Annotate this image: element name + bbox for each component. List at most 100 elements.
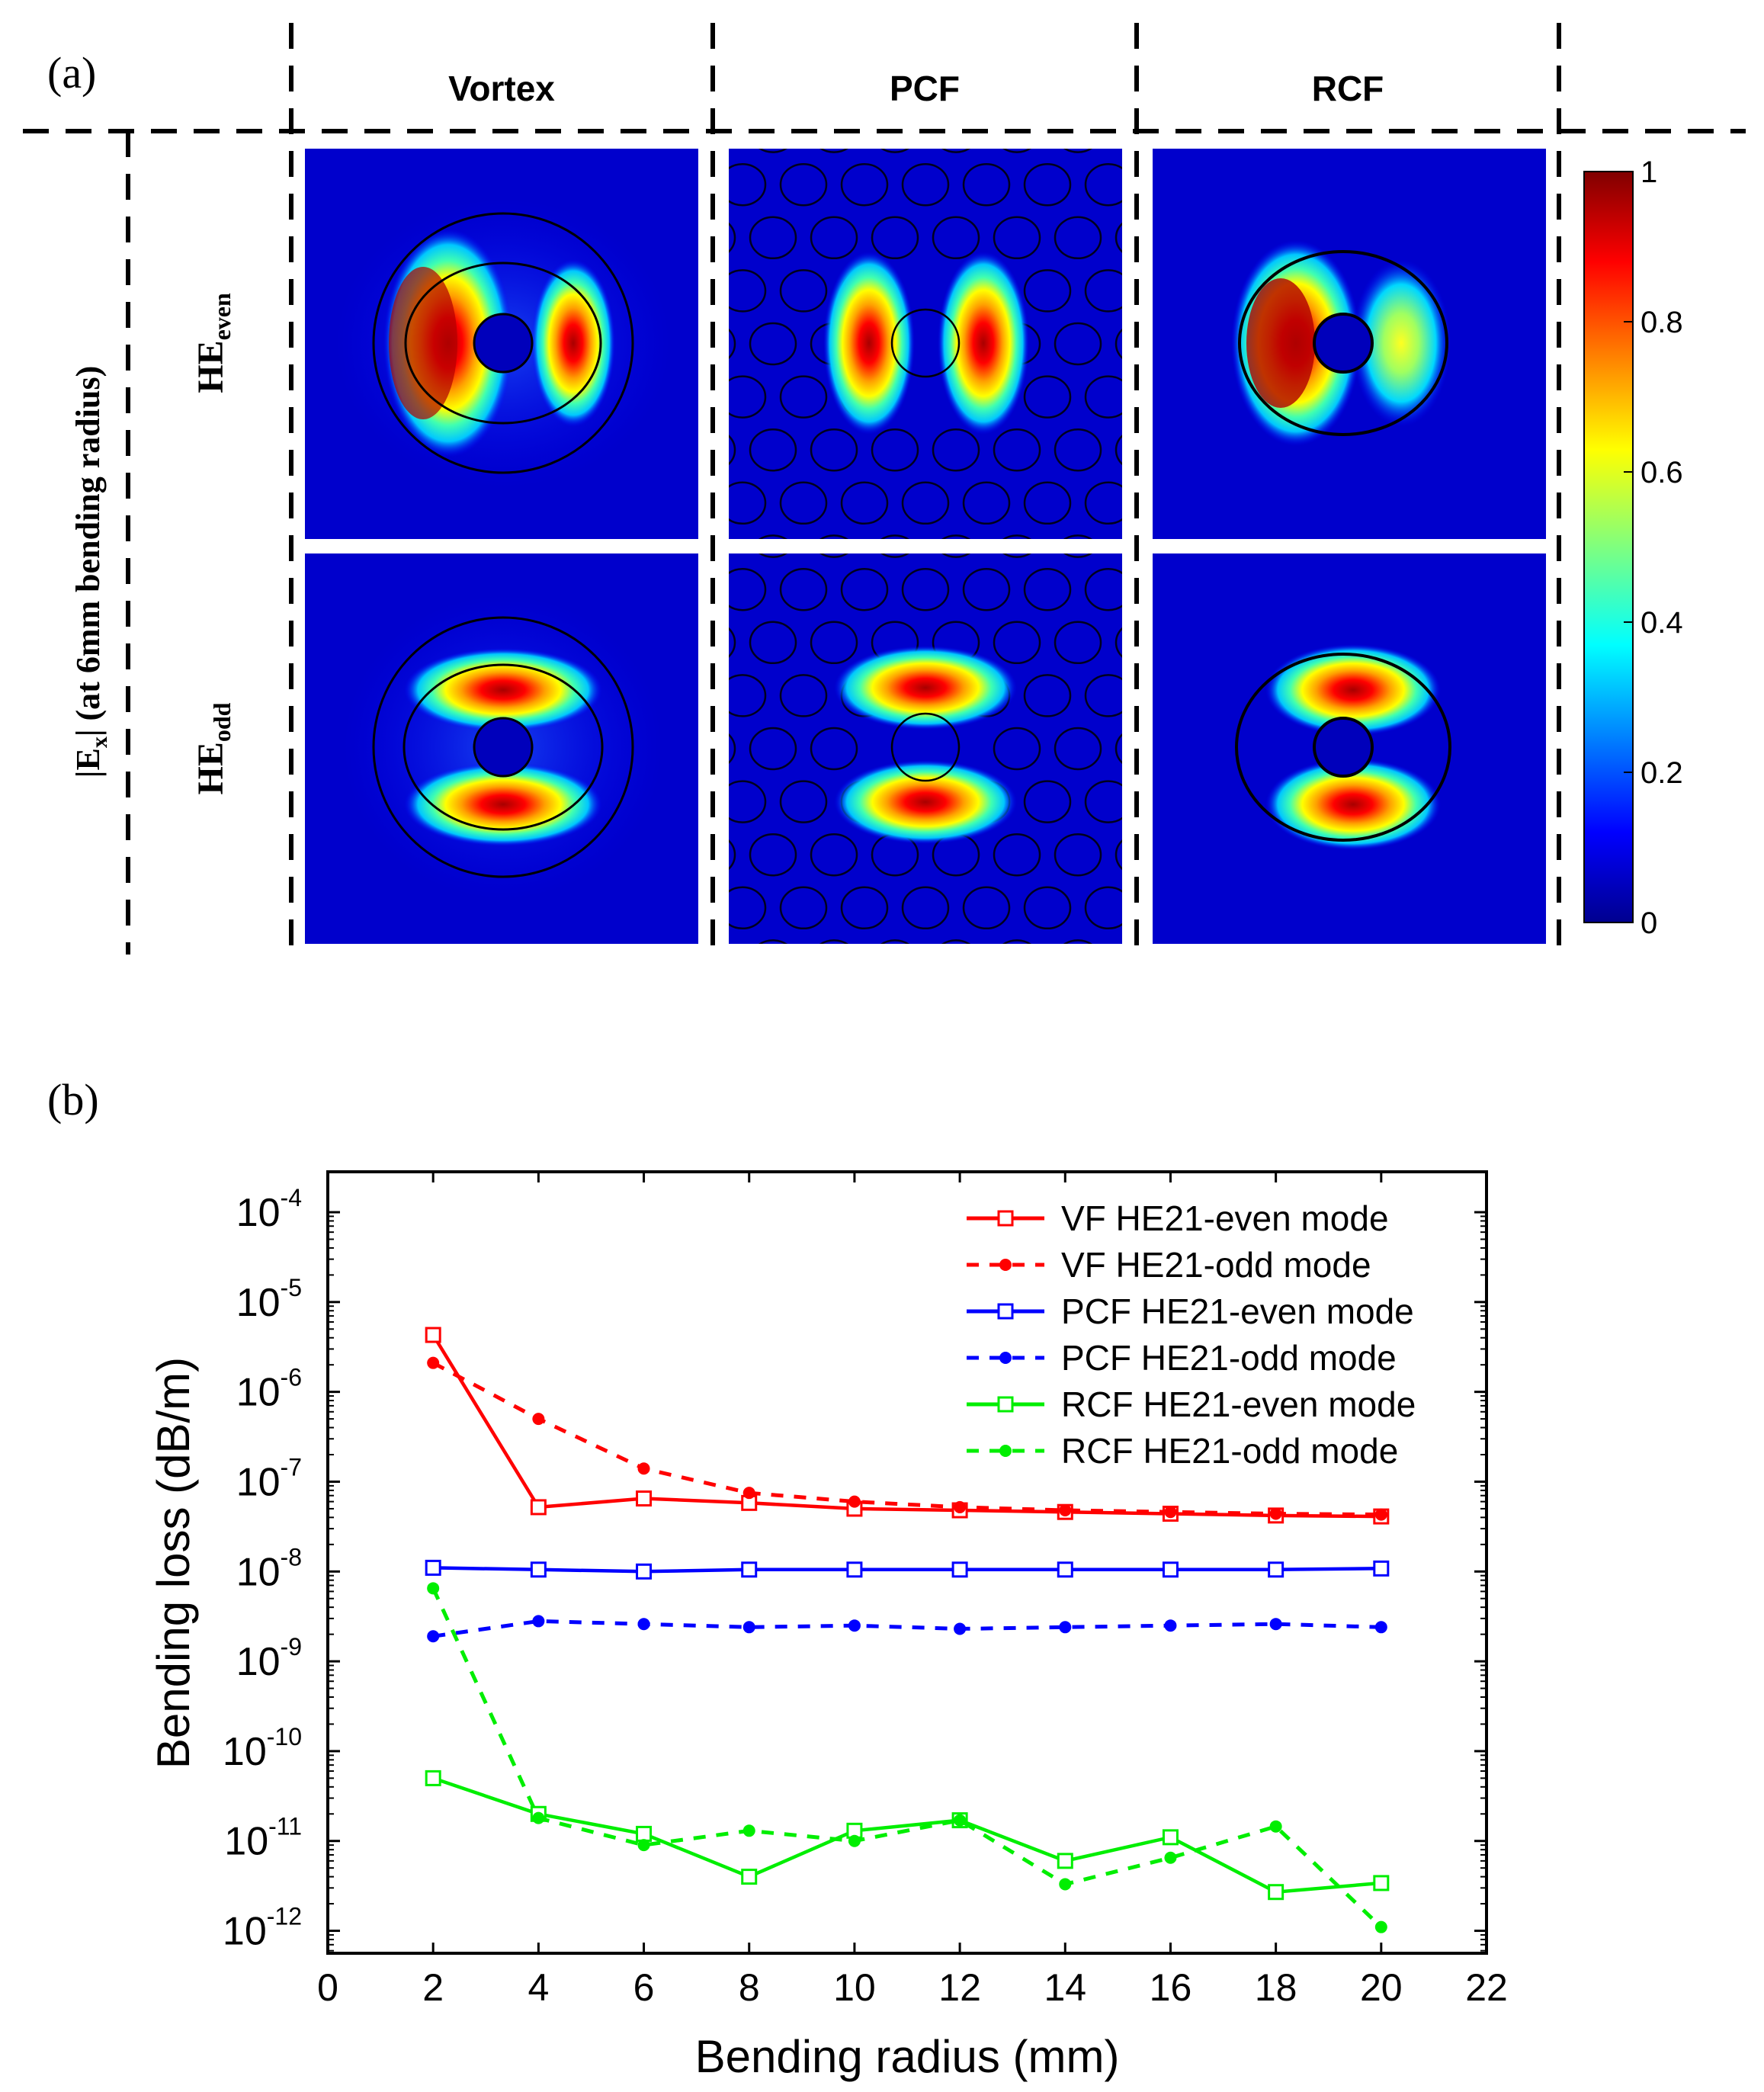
colorbar-tick-label: 1 [1641, 156, 1657, 189]
mode-map-rcf-he-even [1153, 149, 1546, 539]
legend-label: VF HE21-odd mode [1061, 1245, 1371, 1285]
data-point [1268, 1561, 1285, 1578]
data-point [636, 1490, 653, 1507]
air-hole [962, 567, 1011, 611]
data-point [951, 1561, 968, 1578]
data-point [1164, 1851, 1177, 1864]
air-hole [1002, 553, 1032, 558]
column-header-pcf: PCF [890, 69, 960, 108]
y-tick-label: 10-9 [236, 1633, 302, 1684]
y-tick-label: 10-12 [223, 1903, 302, 1954]
air-hole [901, 481, 950, 525]
x-tick-label: 10 [833, 1966, 876, 2009]
air-hole [993, 727, 1041, 771]
x-tick-label: 16 [1150, 1966, 1192, 2009]
mode-map-pcf-he-even [729, 149, 1122, 539]
data-point [532, 1615, 545, 1628]
legend-entry: VF HE21-odd mode [967, 1245, 1371, 1285]
air-hole [901, 162, 950, 207]
air-hole [871, 428, 919, 472]
data-point [530, 1499, 547, 1516]
air-hole [758, 553, 788, 558]
air-hole [993, 833, 1041, 877]
plot-area [326, 1170, 1488, 1955]
data-point [954, 1814, 967, 1827]
air-hole [1115, 222, 1122, 253]
air-hole [779, 886, 828, 930]
air-hole [932, 428, 980, 472]
air-hole [729, 481, 767, 525]
air-hole [1054, 216, 1102, 260]
x-tick-label: 8 [739, 1966, 760, 2009]
data-point [742, 1621, 755, 1634]
mode-map-vortex-he-even [305, 149, 698, 539]
panel-a-mode-maps: (a) Vortex PCF RCF |Ex| (at 6mm bending … [23, 23, 1746, 955]
colorbar-ticks: 0 0.2 0.4 0.6 0.8 1 [1624, 156, 1683, 940]
air-hole [729, 435, 736, 466]
y-axis-ticks: 10-4 10-5 10-6 10-7 10-8 10-9 10-10 10-11 10-12 [223, 1184, 1487, 1954]
column-header-rcf: RCF [1312, 69, 1384, 108]
air-hole [779, 481, 828, 525]
air-hole [1002, 149, 1032, 153]
data-point [1162, 1561, 1179, 1578]
x-axis-label: Bending radius (mm) [695, 2031, 1120, 2082]
air-hole [1084, 780, 1122, 823]
data-point [848, 1619, 861, 1632]
data-point [425, 1770, 441, 1786]
x-tick-label: 12 [938, 1966, 981, 2009]
legend: VF HE21-even mode VF HE21-odd mode PCF HE2… [967, 1198, 1416, 1471]
data-point [1059, 1621, 1072, 1634]
air-hole [810, 727, 858, 771]
data-point [530, 1561, 547, 1578]
air-hole [1023, 886, 1072, 930]
air-hole [749, 621, 797, 665]
panel-b-bending-loss-chart: (b) 0 2 4 6 8 10 12 14 16 18 20 22 10-4 10-5 10-6 10-7… [47, 1075, 1508, 2082]
air-hole [779, 780, 828, 823]
data-point [846, 1561, 863, 1578]
data-point [1269, 1820, 1282, 1833]
air-hole [1084, 481, 1122, 525]
series-line [433, 1566, 1381, 1574]
data-point [1057, 1561, 1073, 1578]
data-point [1374, 1508, 1387, 1521]
air-hole [1054, 322, 1102, 366]
data-point [741, 1561, 758, 1578]
air-hole [1063, 553, 1093, 558]
legend-entry: RCF HE21-even mode [967, 1385, 1416, 1424]
air-hole [1054, 621, 1102, 665]
x-tick-label: 2 [422, 1966, 444, 2009]
air-hole [779, 567, 828, 611]
data-point [1059, 1878, 1072, 1891]
air-hole [729, 733, 736, 765]
air-hole [729, 328, 736, 360]
air-hole [758, 149, 788, 153]
row-label-he-odd: HEodd [191, 702, 236, 794]
legend-marker [999, 1259, 1012, 1271]
air-hole [729, 567, 767, 611]
air-hole [810, 833, 858, 877]
series-line [432, 1776, 1381, 1894]
air-hole [729, 674, 767, 717]
colorbar: 0 0.2 0.4 0.6 0.8 1 [1583, 156, 1683, 940]
data-point [637, 1839, 650, 1852]
air-hole [1084, 567, 1122, 611]
air-hole [779, 375, 828, 419]
air-hole [819, 534, 849, 539]
data-point [1164, 1506, 1177, 1519]
air-hole [810, 621, 858, 665]
air-hole [1063, 534, 1093, 539]
air-hole [729, 162, 767, 207]
air-hole [729, 269, 767, 313]
data-point [1269, 1618, 1282, 1631]
panel-b-label: (b) [47, 1075, 99, 1125]
legend-marker [997, 1210, 1014, 1227]
y-tick-label: 10-5 [236, 1274, 302, 1325]
air-hole [1054, 727, 1102, 771]
air-hole [1115, 839, 1122, 871]
mode-map-vortex-he-odd [305, 553, 698, 944]
air-hole [840, 162, 889, 207]
mode-map-rcf-he-odd [1153, 553, 1546, 944]
air-hole [1023, 481, 1072, 525]
air-hole [1023, 269, 1072, 313]
legend-entry: PCF HE21-even mode [967, 1291, 1414, 1331]
